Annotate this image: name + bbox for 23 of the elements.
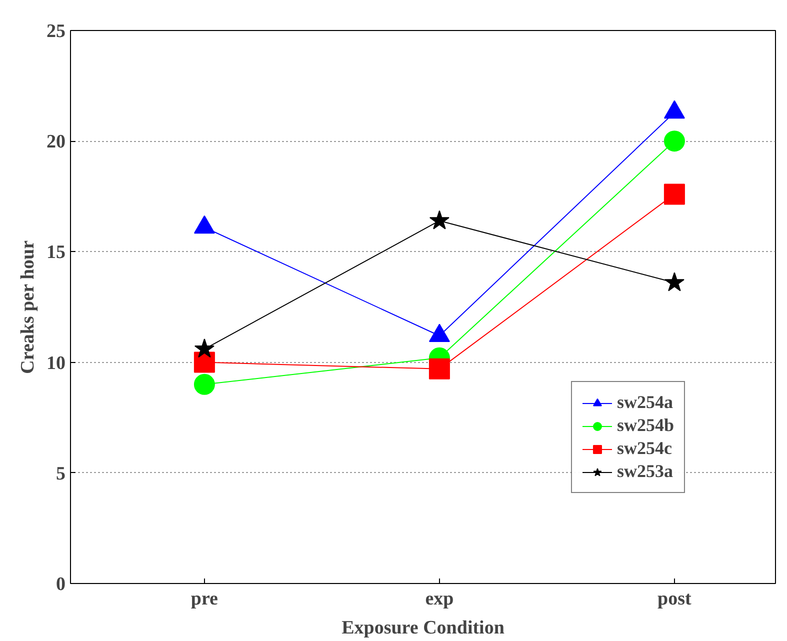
y-axis-title: Creaks per hour	[18, 240, 38, 374]
point	[194, 352, 215, 373]
y-tick-label: 5	[56, 463, 66, 484]
y-tick-label: 0	[56, 574, 66, 595]
legend-label: sw254c	[616, 438, 672, 459]
x-tick-label: post	[658, 588, 692, 610]
y-tick-label: 25	[46, 21, 66, 42]
legend-label: sw253a	[616, 461, 673, 482]
legend-label: sw254a	[616, 392, 673, 413]
point	[429, 210, 450, 230]
point	[194, 338, 214, 358]
point	[664, 184, 685, 205]
legend-label: sw254b	[616, 415, 674, 436]
point	[664, 100, 685, 119]
x-tick-label: exp	[425, 588, 454, 610]
point	[194, 374, 215, 395]
x-tick-label: pre	[190, 588, 218, 610]
point	[428, 358, 450, 380]
point	[664, 272, 684, 292]
x-axis-title: Exposure Condition	[342, 618, 505, 638]
y-tick-label: 15	[46, 242, 66, 264]
y-tick-label: 20	[46, 132, 66, 153]
y-tick-label: 10	[46, 352, 66, 374]
